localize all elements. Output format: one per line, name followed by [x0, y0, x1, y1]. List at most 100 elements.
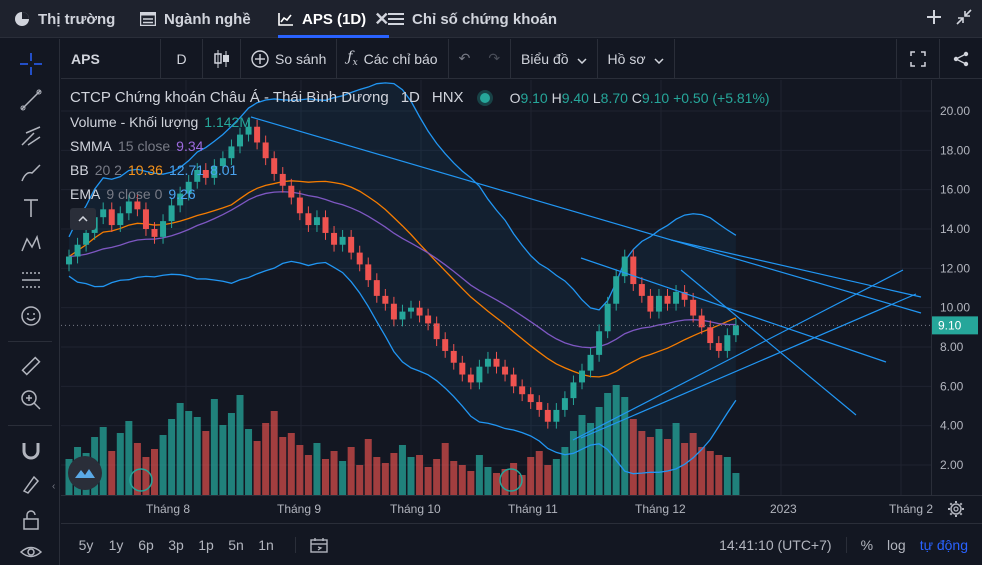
brush-icon[interactable] — [18, 159, 44, 185]
indicators-label: Các chỉ báo — [363, 50, 438, 67]
volume-bar — [193, 417, 201, 495]
candle-body — [228, 146, 235, 159]
range-button[interactable]: 5y — [78, 536, 94, 553]
pitchfork-icon[interactable] — [18, 123, 44, 149]
pie-chart-icon — [14, 11, 30, 27]
range-button[interactable]: 1y — [108, 536, 124, 553]
volume-bar — [227, 413, 235, 495]
crosshair-icon[interactable] — [18, 51, 44, 77]
volume-bar — [732, 473, 740, 495]
time-axis[interactable]: Tháng 8 Tháng 9 Tháng 10 Tháng 11 Tháng 12 20… — [61, 495, 982, 523]
range-button[interactable]: 1p — [198, 536, 214, 553]
magnet-icon[interactable] — [18, 437, 44, 463]
candle-body — [151, 229, 158, 237]
tab-aps-label: APS (1D) — [302, 10, 367, 28]
time-tick-label: 2023 — [770, 502, 797, 516]
log-toggle[interactable]: log — [887, 536, 906, 553]
bollinger-basis-line — [68, 180, 737, 378]
range-button[interactable]: 3p — [168, 536, 184, 553]
legend-volume[interactable]: Volume - Khối lượng 1.142M — [70, 114, 251, 130]
price-chart[interactable] — [61, 80, 931, 495]
candle-body — [664, 295, 671, 304]
legend-bb[interactable]: BB 20 2 10.36 12.71 8.01 — [70, 162, 238, 178]
price-tick-label: 14.00 — [940, 222, 970, 236]
price-tick-label: 10.00 — [940, 301, 970, 315]
prediction-icon[interactable] — [18, 267, 44, 293]
symbol-search[interactable]: APS — [61, 38, 161, 79]
tab-indices[interactable]: Chỉ số chứng khoán — [388, 0, 557, 38]
trend-line-icon[interactable] — [18, 87, 44, 113]
range-button[interactable]: 6p — [138, 536, 154, 553]
date-range-icon[interactable] — [295, 536, 328, 553]
chart-type-button[interactable]: Biểu đồ — [511, 38, 598, 79]
drawing-toolbar: ‹ — [0, 39, 60, 565]
candle-body — [673, 291, 680, 304]
eye-icon[interactable] — [18, 539, 44, 565]
volume-bar — [458, 465, 466, 495]
candle-body — [433, 323, 440, 340]
auto-scale-toggle[interactable]: tự động — [919, 536, 968, 553]
legend-smma[interactable]: SMMA 15 close 9.34 — [70, 138, 204, 154]
candle-body — [502, 366, 509, 375]
compare-label: So sánh — [275, 50, 327, 67]
volume-bar — [219, 425, 227, 495]
template-button[interactable]: Hồ sơ — [598, 38, 675, 79]
interval-label: D — [176, 50, 187, 67]
lock-icon[interactable] — [18, 507, 44, 533]
share-icon[interactable] — [940, 39, 982, 79]
text-icon[interactable] — [18, 195, 44, 221]
undo-icon[interactable]: ↶ — [458, 50, 471, 66]
line-chart-icon — [278, 12, 294, 26]
candle-body — [698, 315, 705, 328]
candle-body — [527, 394, 534, 403]
pattern-icon[interactable] — [18, 231, 44, 257]
volume-bar — [629, 419, 637, 495]
candle-body — [382, 295, 389, 304]
volume-bar — [390, 453, 398, 495]
candle-body — [356, 252, 363, 265]
candle-body — [484, 358, 491, 367]
clock[interactable]: 14:41:10 (UTC+7) — [719, 536, 832, 553]
range-button[interactable]: 1n — [258, 536, 274, 553]
settings-icon[interactable] — [947, 500, 965, 523]
candle-body — [425, 315, 432, 324]
volume-bar — [347, 447, 355, 495]
price-axis[interactable]: 2.00 4.00 6.00 8.00 10.00 12.00 14.00 16.00 18.0… — [931, 80, 982, 495]
tab-aps[interactable]: APS (1D) ✕ — [278, 0, 390, 38]
close-icon[interactable]: ✕ — [374, 8, 390, 29]
volume-bar — [706, 451, 714, 495]
collapse-icon[interactable] — [956, 8, 972, 30]
interval-button[interactable]: D — [161, 38, 203, 79]
volume-bar — [475, 455, 483, 495]
fullscreen-icon[interactable] — [896, 38, 940, 79]
expand-arrow-icon[interactable]: ‹ — [52, 481, 56, 492]
range-button[interactable]: 5n — [228, 536, 244, 553]
tab-market[interactable]: Thị trường — [14, 0, 115, 38]
zoom-in-icon[interactable] — [18, 387, 44, 413]
candle-body — [621, 256, 628, 277]
trend-line — [250, 116, 922, 314]
candle-body — [348, 236, 355, 253]
percent-toggle[interactable]: % — [845, 536, 873, 553]
tab-industry[interactable]: Ngành nghề — [140, 0, 251, 38]
candle-body — [690, 299, 697, 316]
lock-drawings-icon[interactable] — [18, 471, 44, 497]
add-tab-icon[interactable] — [926, 9, 942, 30]
volume-bar — [407, 457, 415, 495]
price-tick-label: 6.00 — [940, 379, 964, 393]
open-value: 9.10 — [520, 90, 548, 106]
compare-button[interactable]: So sánh — [241, 38, 338, 79]
collapse-legend-icon[interactable] — [70, 208, 96, 230]
redo-icon[interactable]: ↷ — [488, 50, 501, 66]
volume-bar — [664, 439, 671, 495]
volume-bar — [689, 433, 697, 495]
indicators-button[interactable]: ƒx Các chỉ báo — [337, 38, 449, 79]
ruler-icon[interactable] — [18, 353, 44, 379]
legend-ema[interactable]: EMA 9 close 0 9.26 — [70, 186, 196, 202]
emoji-icon[interactable] — [18, 303, 44, 329]
candles-icon[interactable] — [203, 38, 241, 79]
volume-bar — [433, 459, 441, 495]
candle-body — [322, 217, 329, 233]
candle-body — [168, 205, 175, 222]
volume-bar — [210, 399, 218, 495]
